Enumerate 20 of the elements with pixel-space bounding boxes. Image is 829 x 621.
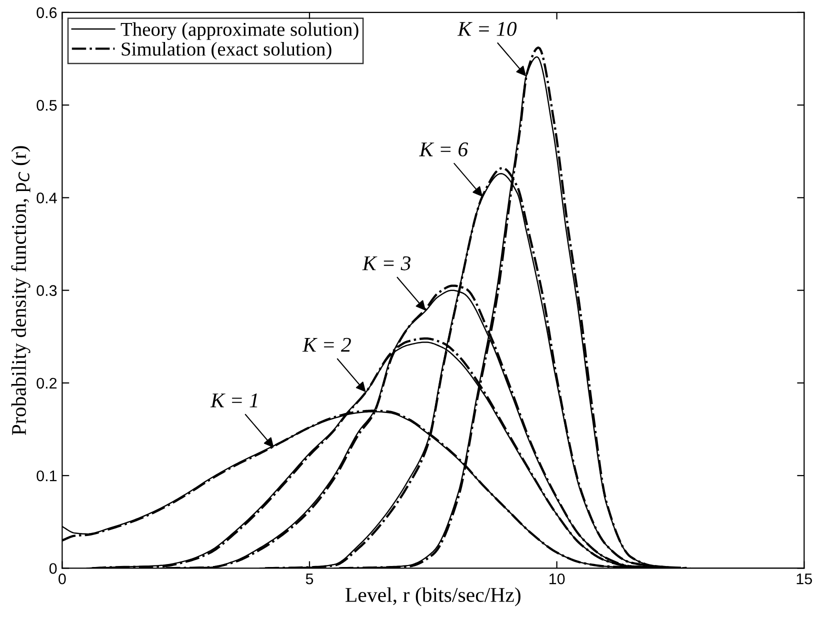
annotation: K = 10 [457,22,517,36]
annotation: K = 3 [362,256,411,270]
y-tick-label: 0.4 [36,192,57,204]
y-tick-label: 0 [49,563,57,574]
y-tick-label: 0.5 [36,100,57,111]
x-tick-label: 10 [549,573,565,584]
y-tick-label: 0.1 [36,470,57,482]
annotation: K = 1 [210,393,258,408]
annotation: K = 2 [302,338,351,352]
y-tick-label: 0.6 [36,7,57,18]
x-tick-label: 15 [796,574,812,584]
legend-label: Simulation (exact solution) [122,42,332,60]
x-tick-label: 0 [58,573,66,584]
x-axis-title: Level, r (bits/sec/Hz) [346,587,520,606]
annotation: K = 6 [419,142,468,156]
y-tick-label: 0.3 [36,285,57,296]
y-tick-label: 0.2 [36,378,57,389]
x-tick-label: 5 [306,574,314,584]
legend-label: Theory (approximate solution) [120,22,358,40]
y-axis-title: Probability density function, p$_{C}$ (r) [11,146,30,436]
